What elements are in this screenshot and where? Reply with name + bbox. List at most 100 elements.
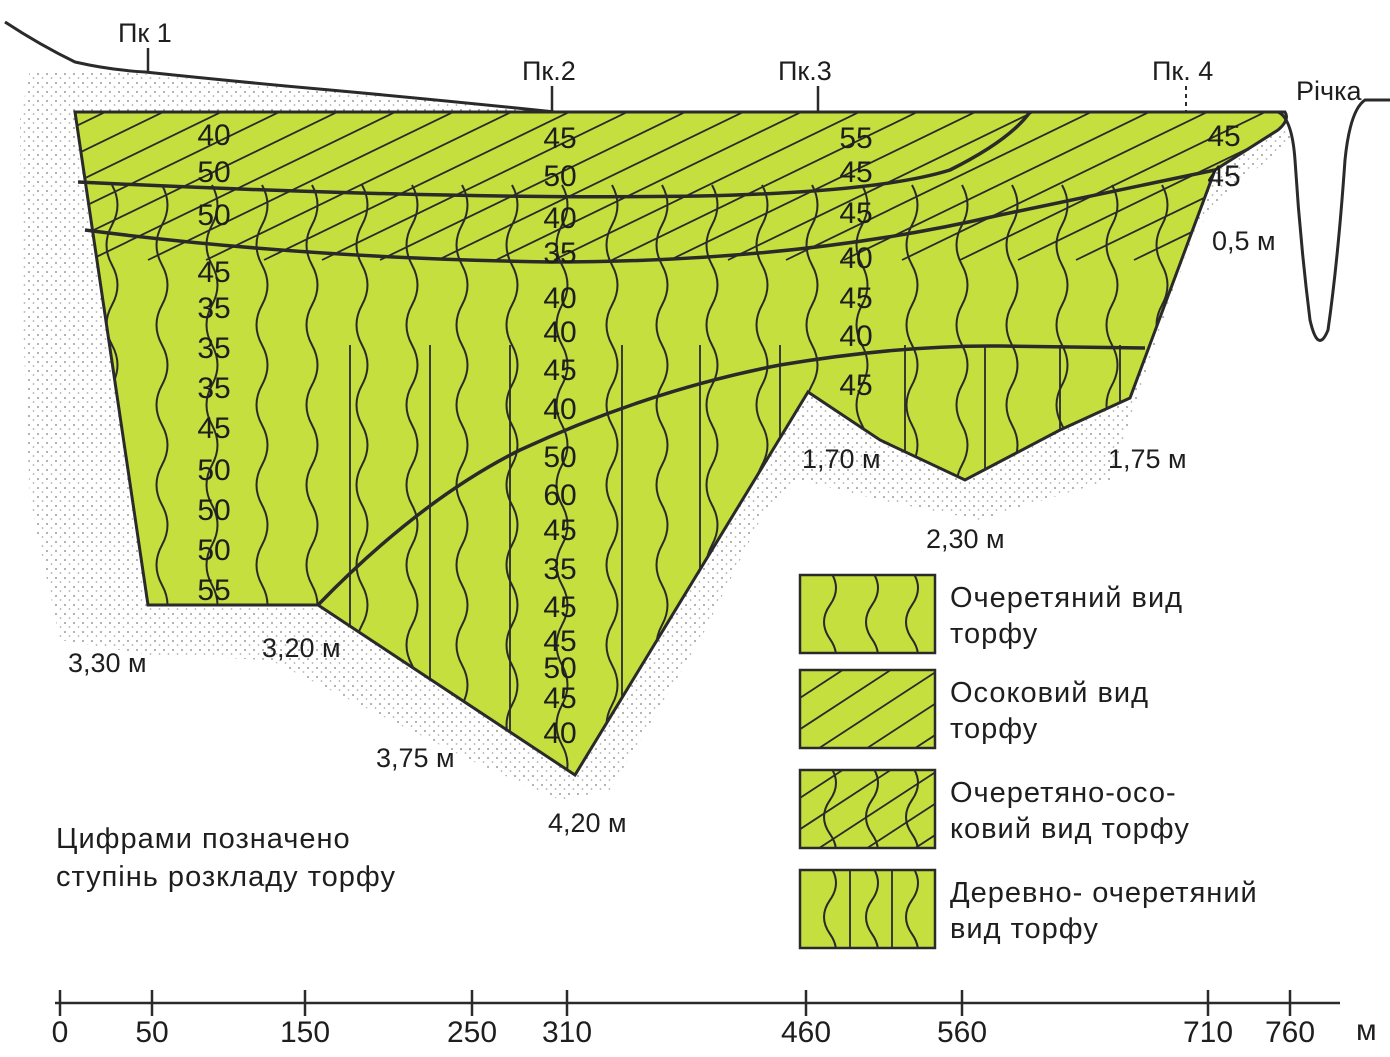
depth-label: 1,75 м (1108, 444, 1187, 474)
reed-hatch (455, 184, 469, 775)
sedge-hatch (495, 112, 827, 261)
sedge-hatch (89, 112, 421, 261)
legend-text: Очеретяний вид (950, 582, 1183, 614)
decomposition-value: 45 (839, 156, 872, 189)
peat-body (73, 110, 1288, 778)
picket-label-1: Пк 1 (118, 18, 172, 48)
decomposition-value: 40 (839, 242, 872, 275)
axis-tick-label: 760 (1265, 1016, 1315, 1049)
sedge-hatch (785, 112, 1117, 261)
sedge-hatch (437, 112, 769, 261)
legend-text: Осоковий вид (950, 677, 1149, 709)
decomposition-value: 45 (197, 412, 230, 445)
picket-label-4: Пк. 4 (1152, 56, 1213, 86)
sedge-hatch (205, 112, 537, 261)
decomposition-value: 50 (197, 199, 230, 232)
decomposition-values: 4050504535353545505050554550403540404540… (197, 119, 1240, 750)
decomposition-value: 50 (197, 534, 230, 567)
boundary-reed-sedge-bottom (84, 168, 1216, 264)
decomposition-value: 50 (543, 441, 576, 474)
decomposition-value: 45 (197, 256, 230, 289)
axis-tick-label: 150 (280, 1016, 330, 1049)
axis-tick-label: 50 (135, 1016, 168, 1049)
sedge-hatch (611, 112, 943, 261)
sedge-hatch (1366, 100, 1390, 260)
decomposition-value: 45 (1207, 160, 1240, 193)
boundary-wood-reed-top (316, 344, 1146, 607)
sedge-hatch (843, 112, 1175, 261)
sedge-hatch (1308, 100, 1390, 260)
reed-hatch (555, 184, 569, 775)
legend-text: ковий вид торфу (950, 813, 1190, 845)
decomposition-value: 45 (839, 369, 872, 402)
decomposition-value: 45 (543, 122, 576, 155)
legend-item-reed-sedge: Очеретяно-осо-ковий вид торфу (798, 768, 1190, 850)
note-line-2: ступінь розкладу торфу (56, 861, 396, 893)
sedge-hatch (1017, 112, 1287, 261)
decomposition-value: 35 (197, 372, 230, 405)
axis-tick-label: 710 (1183, 1016, 1233, 1049)
decomposition-value: 35 (197, 332, 230, 365)
sedge-hatch (263, 112, 595, 261)
decomposition-value: 40 (543, 316, 576, 349)
depth-label: 3,20 м (262, 633, 341, 663)
legend-item-sedge: Осоковий вид торфу (798, 668, 1149, 750)
axis-tick-label: 0 (52, 1016, 69, 1049)
ground-surface (4, 20, 556, 114)
decomposition-value: 45 (543, 591, 576, 624)
sedge-hatch (75, 112, 189, 261)
decomposition-value: 40 (839, 320, 872, 353)
axis-tick-label: 460 (781, 1016, 831, 1049)
decomposition-value: 40 (543, 393, 576, 426)
decomposition-value: 45 (839, 282, 872, 315)
reed-hatch (605, 184, 619, 775)
decomposition-value: 50 (197, 454, 230, 487)
decomposition-value: 40 (543, 282, 576, 315)
sedge-hatch (1133, 112, 1287, 261)
sedge-hatch (75, 112, 305, 261)
legend-text: вид торфу (950, 913, 1099, 945)
axis-ticks: 0 50 150 250 310 460 560 710 760 (52, 990, 1315, 1049)
depth-label: 1,70 м (802, 444, 881, 474)
sedge-hatch (959, 112, 1287, 261)
decomposition-value: 50 (543, 652, 576, 685)
decomposition-value: 55 (197, 574, 230, 607)
decomposition-value: 45 (543, 682, 576, 715)
decomposition-value: 35 (543, 553, 576, 586)
decomposition-value: 45 (1207, 120, 1240, 153)
river-channel (1277, 98, 1390, 342)
decomposition-value: 40 (197, 119, 230, 152)
boundary-sedge-bottom (77, 110, 1032, 199)
legend-swatch (798, 668, 937, 750)
decomposition-value: 50 (543, 160, 576, 193)
decomposition-value: 35 (197, 292, 230, 325)
legend-text: торфу (950, 713, 1038, 745)
decomposition-value: 45 (543, 625, 576, 658)
decomposition-value: 45 (839, 197, 872, 230)
sedge-hatch (669, 112, 1001, 261)
legend-text: Деревно- очеретяний (950, 877, 1258, 909)
decomposition-value: 50 (197, 494, 230, 527)
decomposition-value: 60 (543, 479, 576, 512)
sedge-hatch (901, 112, 1233, 261)
decomposition-value: 45 (543, 354, 576, 387)
depth-label: 0,5 м (1212, 226, 1276, 256)
axis-tick-label: 250 (447, 1016, 497, 1049)
decomposition-value: 40 (543, 717, 576, 750)
axis-tick-label: 560 (937, 1016, 987, 1049)
note-line-1: Цифрами позначено (56, 823, 351, 855)
decomposition-value: 45 (543, 514, 576, 547)
sedge-hatch (727, 112, 1059, 261)
depth-label: 3,30 м (68, 648, 147, 678)
decomposition-value: 55 (839, 122, 872, 155)
depth-label: 2,30 м (926, 524, 1005, 554)
depth-label: 3,75 м (376, 743, 455, 773)
legend-text: Очеретяно-осо- (950, 777, 1177, 809)
decomposition-value: 40 (543, 202, 576, 235)
picket-label-2: Пк.2 (522, 56, 576, 86)
decomposition-value: 35 (543, 237, 576, 270)
axis-tick-label: 310 (542, 1016, 592, 1049)
